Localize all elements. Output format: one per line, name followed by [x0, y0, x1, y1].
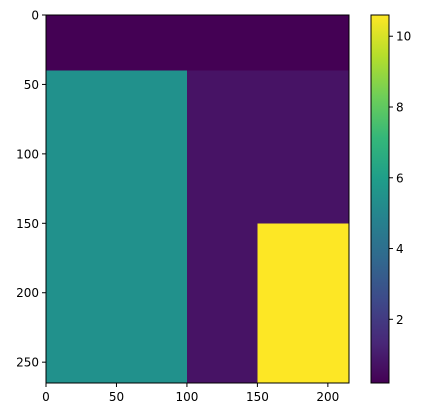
colorbar: 2 4 6 8 10: [370, 14, 411, 384]
x-axis: 0 50 100 150 200: [42, 383, 339, 404]
colorbar-tick-label: 6: [396, 171, 404, 185]
y-axis: 0 50 100 150 200 250: [16, 9, 46, 370]
x-tick-label: 0: [42, 390, 50, 404]
heatmap-region-5: [257, 223, 349, 383]
heatmap-region-2: [46, 70, 187, 383]
x-tick-label: 200: [316, 390, 339, 404]
heatmap-region-1: [46, 15, 349, 71]
colorbar-tick-label: 4: [396, 242, 404, 256]
heatmap-region-4: [186, 223, 258, 383]
heatmap-region-3: [186, 70, 349, 224]
y-tick-label: 100: [16, 147, 39, 161]
y-tick-label: 0: [31, 9, 39, 23]
plot-frame: [45, 14, 350, 384]
y-tick-label: 50: [24, 78, 39, 92]
colorbar-frame: [370, 14, 390, 384]
x-tick-label: 50: [109, 390, 124, 404]
colorbar-gradient: [371, 15, 389, 383]
colorbar-tick-label: 8: [396, 101, 404, 115]
y-tick-label: 250: [16, 356, 39, 370]
colorbar-tick-label: 2: [396, 313, 404, 327]
plot-area: [45, 14, 350, 384]
colorbar-tick-label: 10: [396, 30, 411, 44]
x-tick-label: 100: [175, 390, 198, 404]
y-tick-label: 200: [16, 286, 39, 300]
x-tick-label: 150: [246, 390, 269, 404]
y-tick-label: 150: [16, 217, 39, 231]
